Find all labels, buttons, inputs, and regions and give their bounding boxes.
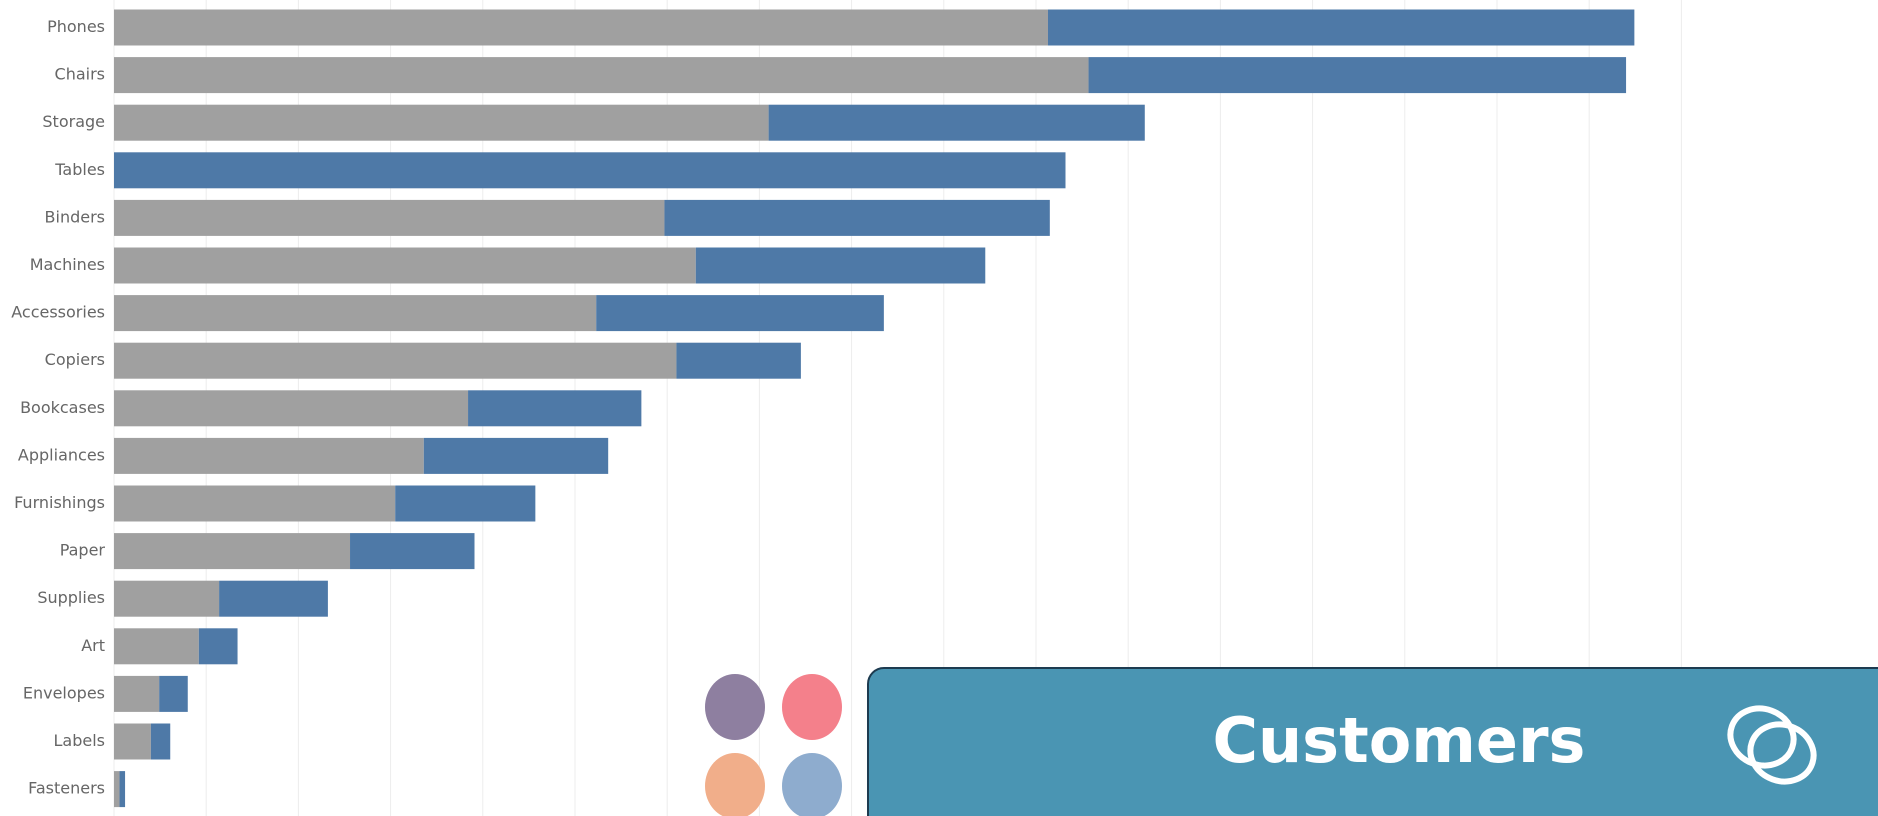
y-tick-label: Phones — [47, 17, 105, 36]
bar-segment — [114, 199, 665, 236]
bar-segment — [114, 57, 1089, 94]
y-tick-label: Paper — [60, 541, 106, 560]
bar-segment — [114, 771, 120, 808]
y-tick-label: Furnishings — [14, 493, 105, 512]
y-tick-label: Bookcases — [20, 398, 105, 417]
y-tick-label: Chairs — [55, 65, 105, 84]
y-tick-label: Accessories — [11, 303, 105, 322]
customers-button[interactable]: Customers — [867, 667, 1878, 816]
bar-segment — [1047, 9, 1635, 46]
bar-segment — [114, 628, 199, 665]
bar-segment — [695, 247, 986, 284]
bar-segment — [159, 675, 188, 712]
bar-segment — [114, 295, 597, 332]
bar-segment — [114, 723, 151, 760]
bar-segment — [423, 437, 609, 474]
bar-segment — [596, 295, 884, 332]
y-tick-label: Tables — [54, 160, 105, 179]
bar-segment — [114, 9, 1048, 46]
circle-pink[interactable] — [782, 674, 842, 740]
circle-blue[interactable] — [782, 753, 842, 816]
bar-segment — [664, 199, 1050, 236]
circle-purple[interactable] — [705, 674, 765, 740]
y-tick-label: Labels — [54, 731, 106, 750]
bar-segment — [198, 628, 238, 665]
bar-segment — [114, 247, 696, 284]
bar-segment — [114, 580, 220, 617]
y-tick-label: Art — [81, 636, 105, 655]
button-bg[interactable] — [867, 667, 1878, 816]
bar-segment — [219, 580, 328, 617]
bar-segment — [150, 723, 171, 760]
bar-segment — [114, 152, 1066, 189]
bar-segment — [395, 485, 536, 522]
bar-segment — [768, 104, 1145, 141]
bar-segment — [114, 390, 469, 427]
button-label[interactable]: Customers — [1213, 704, 1586, 777]
y-tick-label: Appliances — [18, 445, 105, 464]
legend-circles — [705, 674, 842, 816]
bars — [114, 9, 1635, 808]
y-tick-label: Storage — [42, 112, 105, 131]
bar-segment — [114, 342, 677, 379]
bar-segment — [350, 533, 475, 570]
bar-segment — [676, 342, 801, 379]
bar-segment — [114, 675, 160, 712]
y-tick-label: Supplies — [37, 588, 105, 607]
bar-segment — [114, 533, 351, 570]
bar-segment — [119, 771, 126, 808]
bar-segment — [114, 437, 424, 474]
bar-segment — [1088, 57, 1627, 94]
y-tick-label: Envelopes — [23, 683, 105, 702]
bar-segment — [114, 485, 396, 522]
y-tick-label: Machines — [30, 255, 105, 274]
rings-icon — [1727, 705, 1817, 785]
y-tick-label: Copiers — [45, 350, 105, 369]
y-tick-label: Binders — [45, 207, 105, 226]
y-tick-label: Fasteners — [28, 779, 105, 798]
bar-segment — [468, 390, 642, 427]
bar-segment — [114, 104, 769, 141]
circle-orange[interactable] — [705, 753, 765, 816]
